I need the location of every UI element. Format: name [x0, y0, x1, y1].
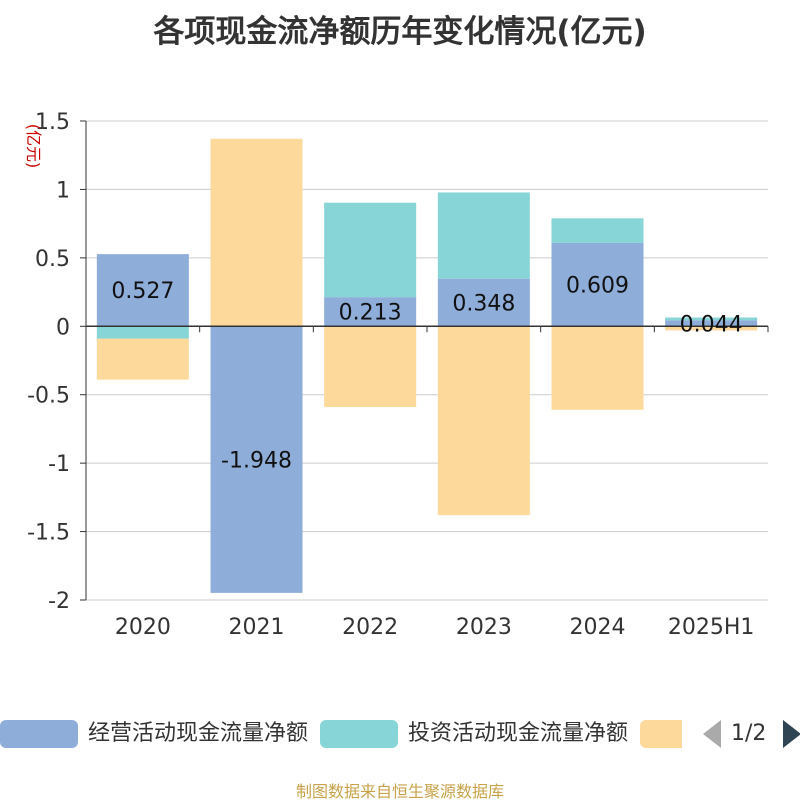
bar	[437, 192, 530, 279]
x-tick-label: 2023	[456, 615, 512, 640]
bar	[437, 326, 530, 516]
data-source-note: 制图数据来自恒生聚源数据库	[295, 782, 504, 801]
pager-next-icon[interactable]	[783, 720, 800, 748]
y-tick-label: -0.5	[27, 384, 70, 409]
bar	[665, 326, 758, 331]
bar	[96, 326, 189, 339]
bar	[96, 338, 189, 380]
bar	[324, 202, 417, 298]
data-labels: 0.527 -1.948 0.213 0.348 0.609 0.044	[111, 274, 742, 474]
bar	[210, 326, 303, 593]
y-tick-label: -1.5	[27, 521, 70, 546]
data-label: 0.527	[111, 279, 174, 304]
axes: 1.5 1 0.5 0 -0.5 -1 -1.5 -2 2020 2021 2022 2023 2024…	[24, 110, 769, 640]
y-tick-label: -1	[48, 452, 70, 477]
y-tick-label: 1	[56, 178, 70, 203]
bar-chart: 1.5 1 0.5 0 -0.5 -1 -1.5 -2 2020 2021 2022 2023 2024…	[24, 110, 769, 640]
legend-label-investing: 投资活动现金流量净额	[408, 721, 629, 746]
pager-text: 1/2	[731, 721, 767, 746]
legend-swatch-financing	[640, 720, 682, 748]
bar	[551, 326, 644, 410]
legend-label-operating: 经营活动现金流量净额	[88, 721, 309, 746]
data-label: -1.948	[221, 449, 292, 474]
data-label: 0.213	[339, 301, 402, 326]
chart-title: 各项现金流净额历年变化情况(亿元)	[153, 14, 647, 50]
y-tick-label: 0	[56, 315, 70, 340]
bar	[210, 138, 303, 327]
chart-legend: 经营活动现金流量净额 投资活动现金流量净额 1/2	[0, 714, 800, 754]
x-tick-label: 2021	[229, 615, 285, 640]
bar	[665, 320, 758, 327]
x-tick-label: 2024	[570, 615, 626, 640]
bar	[324, 326, 417, 408]
bar	[665, 317, 758, 321]
data-label: 0.348	[452, 291, 515, 316]
bar	[551, 218, 644, 243]
y-tick-label: 0.5	[35, 247, 70, 272]
data-label: 0.044	[680, 312, 743, 337]
bar	[437, 278, 530, 327]
y-axis-unit-label: (亿元)	[24, 124, 43, 169]
bar	[324, 297, 417, 327]
bar	[551, 242, 644, 327]
pager-prev-icon[interactable]	[703, 720, 721, 748]
y-tick-label: -2	[48, 589, 70, 614]
x-tick-label: 2025H1	[668, 615, 755, 640]
bar-series	[96, 138, 758, 593]
y-tick-label: 1.5	[35, 110, 70, 135]
legend-swatch-operating	[0, 720, 78, 748]
legend-swatch-investing	[320, 720, 398, 748]
bar	[96, 254, 189, 327]
x-tick-label: 2022	[342, 615, 398, 640]
data-label: 0.609	[566, 274, 629, 299]
x-tick-label: 2020	[115, 615, 171, 640]
